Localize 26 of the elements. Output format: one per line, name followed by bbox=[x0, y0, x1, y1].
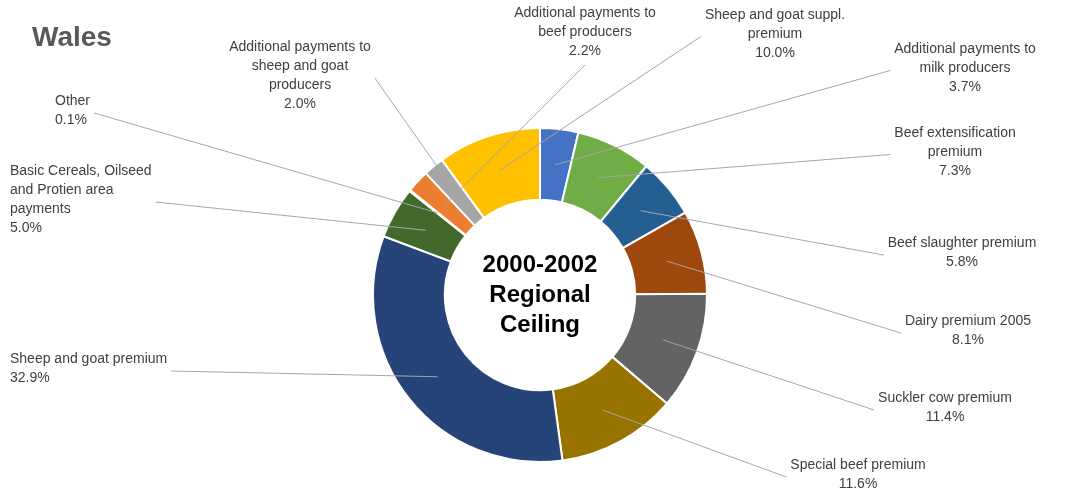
data-label: 7.3% bbox=[939, 161, 971, 178]
data-label: 11.6% bbox=[838, 474, 878, 491]
data-label: 5.8% bbox=[946, 252, 978, 269]
data-label: 11.4% bbox=[925, 407, 965, 424]
text: 2000-2002 Regional Ceiling bbox=[482, 249, 598, 337]
data-label: 2.0% bbox=[284, 94, 316, 111]
slice-label: Sheep and goat suppl. premium bbox=[704, 5, 846, 41]
slice-label: Other bbox=[55, 91, 91, 108]
slice-label: Sheep and goat premium bbox=[10, 349, 168, 366]
data-label: 10.0% bbox=[755, 43, 795, 60]
data-label: 32.9% bbox=[10, 368, 50, 385]
slice-label: Additional payments to beef producers bbox=[514, 3, 657, 39]
slice-label: Additional payments to sheep and goat producers bbox=[229, 37, 372, 92]
data-label: 0.1% bbox=[55, 110, 87, 127]
slice-label: Suckler cow premium bbox=[878, 388, 1012, 405]
slice-label: Additional payments to milk producers bbox=[894, 39, 1037, 75]
data-label: 2.2% bbox=[569, 41, 601, 58]
data-label: 3.7% bbox=[949, 77, 981, 94]
data-label: 8.1% bbox=[952, 330, 984, 347]
slice-label: Beef slaughter premium bbox=[887, 233, 1037, 250]
slice-label: Dairy premium 2005 bbox=[904, 311, 1032, 328]
slice-label: Special beef premium bbox=[790, 455, 926, 472]
slice-label: Basic Cereals, Oilseed and Protien area payments bbox=[10, 161, 152, 216]
data-label: 5.0% bbox=[10, 218, 42, 235]
text: Wales bbox=[32, 20, 112, 52]
slice-label: Beef extensification premium bbox=[894, 123, 1016, 159]
